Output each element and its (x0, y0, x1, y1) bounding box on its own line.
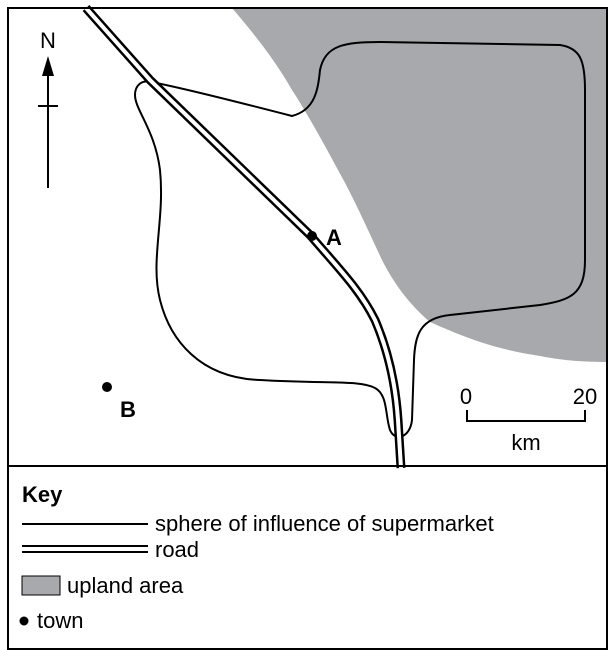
key-town-symbol (19, 616, 29, 626)
key-item: road (155, 537, 199, 562)
key-item: sphere of influence of supermarket (155, 511, 494, 536)
scale-bar (466, 410, 586, 422)
scale-unit: km (511, 430, 540, 455)
key-title: Key (22, 482, 63, 507)
town-marker (307, 231, 317, 241)
key-upland-symbol (21, 575, 61, 596)
frame (7, 7, 608, 650)
road-inner (84, 6, 403, 469)
north-arrow-head (42, 56, 54, 76)
key-item: upland area (67, 573, 184, 598)
town-label: A (326, 225, 342, 250)
scale-start: 0 (460, 384, 472, 409)
town-label: B (120, 397, 136, 422)
scale-end: 20 (573, 384, 597, 409)
key-item: town (37, 608, 83, 633)
north-label: N (40, 28, 56, 53)
town-marker (102, 382, 112, 392)
upland-area (232, 8, 608, 362)
